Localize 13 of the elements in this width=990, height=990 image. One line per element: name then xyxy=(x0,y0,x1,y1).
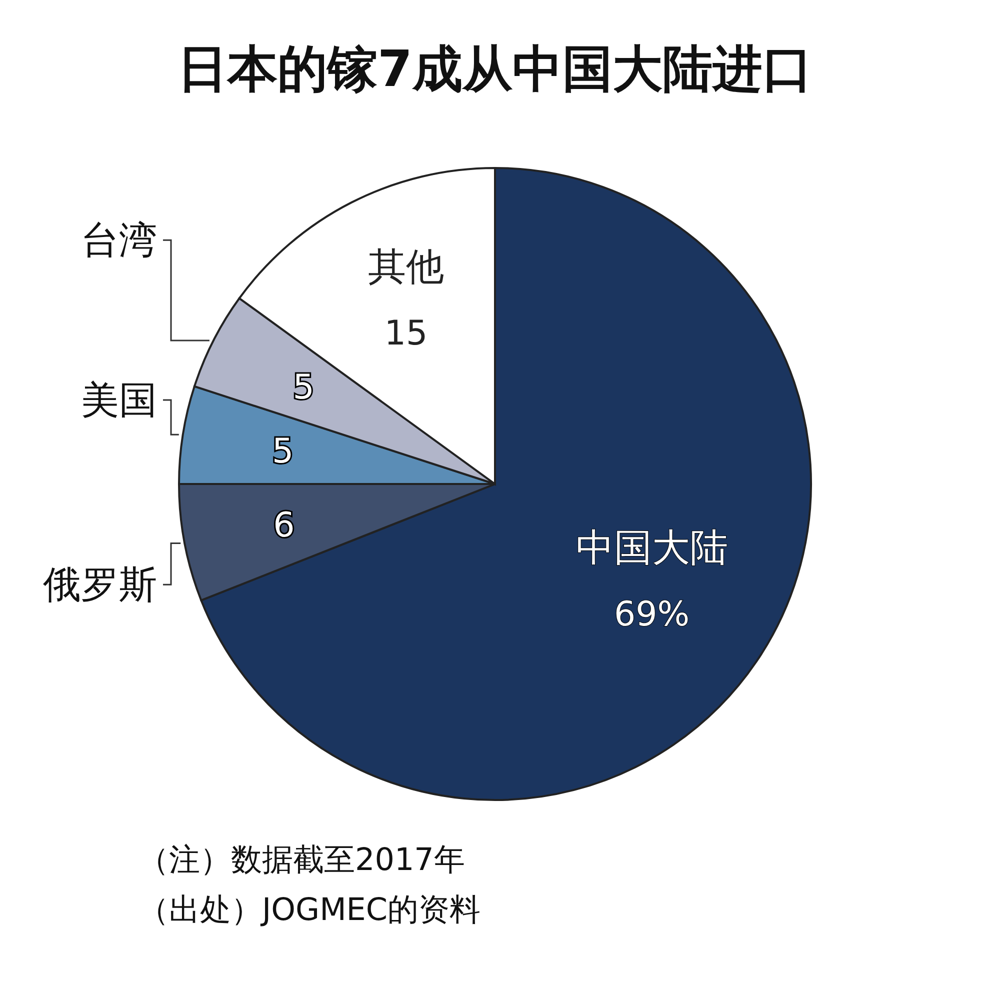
data-label: 69% xyxy=(614,594,690,635)
text: （出处）JOGMEC的资料 xyxy=(138,892,481,928)
slice-label: 台湾 xyxy=(81,218,157,262)
chart-title: 日本的镓7成从中国大陆进口 xyxy=(178,40,812,98)
slice-label: 其他 xyxy=(368,244,444,288)
data-label: 5 xyxy=(292,367,314,408)
slice-label: 美国 xyxy=(81,378,157,422)
text: （注）数据截至2017年 xyxy=(138,842,465,878)
slice-label: 俄罗斯 xyxy=(43,562,157,607)
data-label: 15 xyxy=(384,313,428,354)
data-label: 5 xyxy=(272,431,294,472)
data-label: 6 xyxy=(273,505,295,546)
slice-label: 中国大陆 xyxy=(576,526,728,570)
